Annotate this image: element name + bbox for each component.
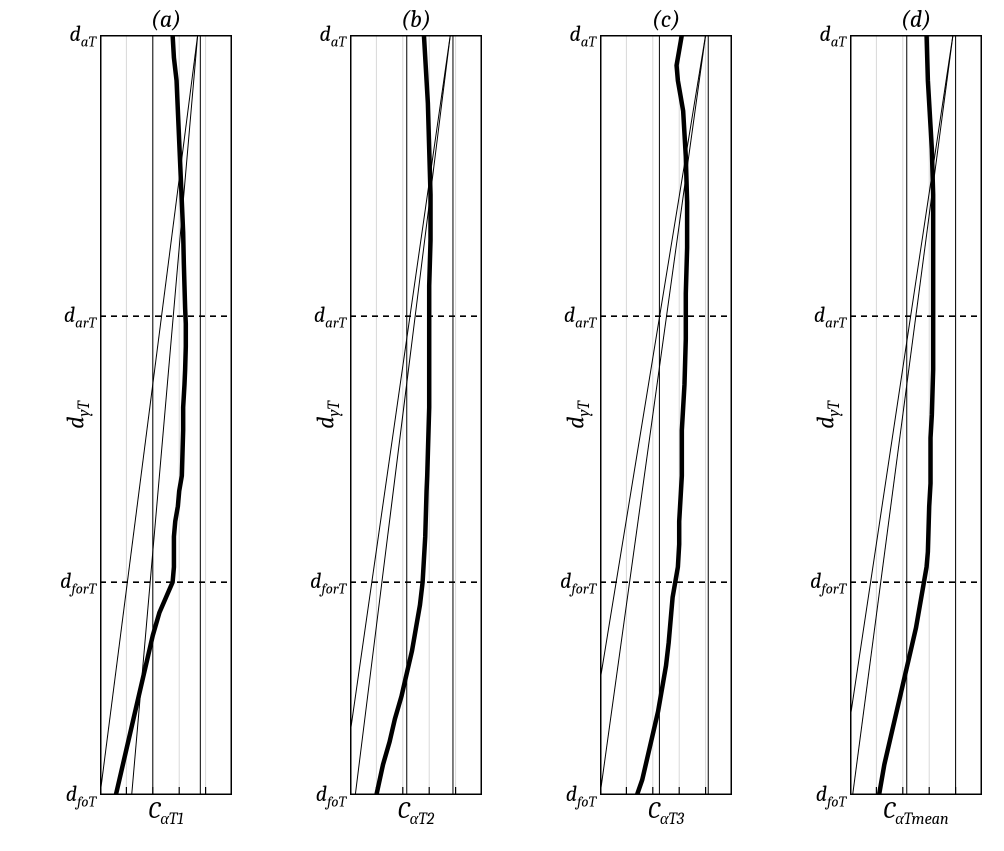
x-axis-title: CαT2 <box>350 796 482 829</box>
x-axis-title-main: C <box>398 796 410 824</box>
x-axis-title-sub: αTmean <box>895 810 948 829</box>
x-axis-title-main: C <box>148 796 160 824</box>
x-axis-title-main: C <box>883 796 895 824</box>
x-axis-title-sub: αT3 <box>660 810 684 829</box>
ytick-main: d <box>66 781 77 807</box>
x-axis-title: CαT1 <box>100 796 232 829</box>
ytick-label: dfoT <box>46 781 96 810</box>
ytick-label: dforT <box>546 568 596 597</box>
ytick-main: d <box>310 568 321 594</box>
plot-svg <box>850 35 982 795</box>
ytick-main: d <box>566 781 577 807</box>
ytick-main: d <box>814 302 825 328</box>
y-axis-title-sub: yT <box>825 401 844 416</box>
ytick-sub: forT <box>571 581 596 598</box>
x-axis-title: CαT3 <box>600 796 732 829</box>
ytick-sub: foT <box>77 793 96 810</box>
ytick-main: d <box>69 21 80 47</box>
y-axis-title-main: d <box>561 416 589 428</box>
y-axis-title-main: d <box>311 416 339 428</box>
x-axis-title-sub: αT1 <box>160 810 183 829</box>
plot-svg <box>600 35 732 795</box>
y-axis-title: dyT <box>311 401 344 429</box>
panel-b: (b)daTdarTdforTdfoTdyTCαT2 <box>350 35 482 795</box>
y-axis-title-sub: yT <box>325 401 344 416</box>
ytick-label: daT <box>296 21 346 50</box>
panel-title: (a) <box>100 5 232 33</box>
y-axis-title-main: d <box>61 416 89 428</box>
panel-a: (a)daTdarTdforTdfoTdyTCαT1 <box>100 35 232 795</box>
ytick-label: darT <box>46 302 96 331</box>
ytick-sub: aT <box>331 33 346 50</box>
ytick-main: d <box>319 21 330 47</box>
ytick-sub: arT <box>75 315 96 332</box>
ytick-label: dforT <box>46 568 96 597</box>
ytick-main: d <box>816 781 827 807</box>
ytick-sub: foT <box>327 793 346 810</box>
y-axis-title-sub: yT <box>75 401 94 416</box>
x-axis-title: CαTmean <box>850 796 982 829</box>
ytick-sub: foT <box>577 793 596 810</box>
y-axis-title: dyT <box>811 401 844 429</box>
panel-title: (d) <box>850 5 982 33</box>
panel-title: (b) <box>350 5 482 33</box>
y-axis-title-main: d <box>811 416 839 428</box>
ytick-label: darT <box>296 302 346 331</box>
panel-d: (d)daTdarTdforTdfoTdyTCαTmean <box>850 35 982 795</box>
panel-c: (c)daTdarTdforTdfoTdyTCαT3 <box>600 35 732 795</box>
ytick-label: darT <box>546 302 596 331</box>
ytick-sub: aT <box>581 33 596 50</box>
ytick-label: daT <box>796 21 846 50</box>
plot-svg <box>100 35 232 795</box>
ytick-main: d <box>569 21 580 47</box>
ytick-label: daT <box>46 21 96 50</box>
ytick-label: dfoT <box>546 781 596 810</box>
y-axis-title: dyT <box>61 401 94 429</box>
ytick-main: d <box>819 21 830 47</box>
ytick-sub: foT <box>827 793 846 810</box>
ytick-sub: forT <box>71 581 96 598</box>
ytick-main: d <box>60 568 71 594</box>
ytick-sub: aT <box>831 33 846 50</box>
ytick-label: darT <box>796 302 846 331</box>
ytick-sub: forT <box>821 581 846 598</box>
ytick-label: daT <box>546 21 596 50</box>
y-axis-title: dyT <box>561 401 594 429</box>
ytick-sub: arT <box>825 315 846 332</box>
ytick-sub: forT <box>321 581 346 598</box>
ytick-label: dfoT <box>796 781 846 810</box>
ytick-main: d <box>64 302 75 328</box>
y-axis-title-sub: yT <box>575 401 594 416</box>
ytick-sub: arT <box>325 315 346 332</box>
ytick-main: d <box>810 568 821 594</box>
ytick-label: dforT <box>296 568 346 597</box>
x-axis-title-main: C <box>648 796 660 824</box>
ytick-main: d <box>560 568 571 594</box>
ytick-sub: aT <box>81 33 96 50</box>
ytick-main: d <box>314 302 325 328</box>
panel-title: (c) <box>600 5 732 33</box>
figure: (a)daTdarTdforTdfoTdyTCαT1(b)daTdarTdfor… <box>0 0 1004 851</box>
plot-svg <box>350 35 482 795</box>
ytick-main: d <box>316 781 327 807</box>
ytick-sub: arT <box>575 315 596 332</box>
ytick-main: d <box>564 302 575 328</box>
x-axis-title-sub: αT2 <box>410 810 434 829</box>
ytick-label: dforT <box>796 568 846 597</box>
ytick-label: dfoT <box>296 781 346 810</box>
